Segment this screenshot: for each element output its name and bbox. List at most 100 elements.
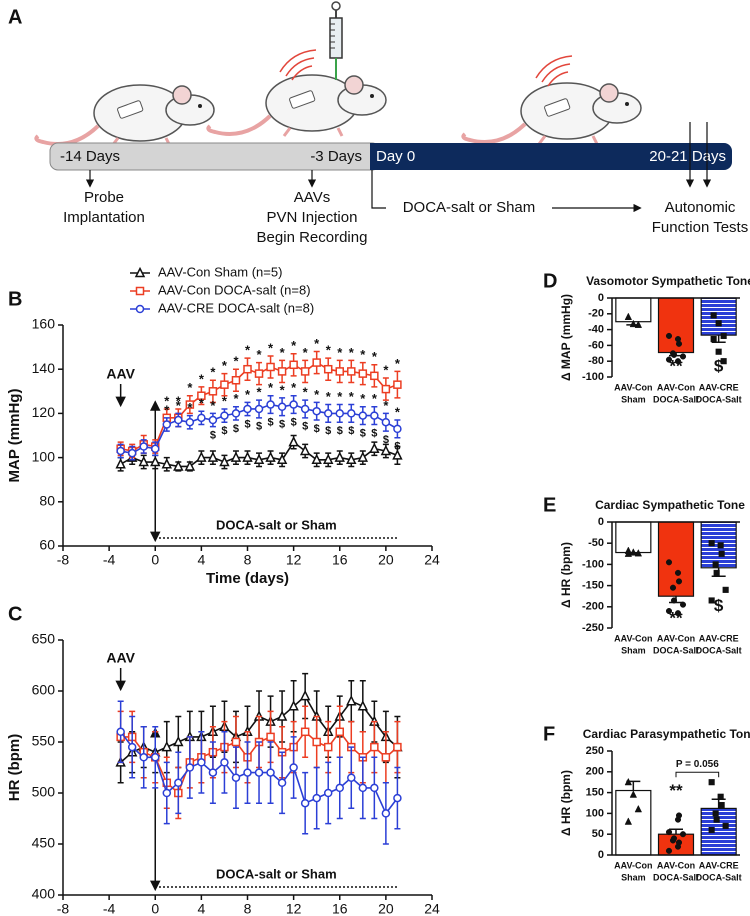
marker	[720, 358, 727, 365]
significance-label: $	[302, 421, 308, 433]
y-tick-label: 160	[32, 316, 56, 332]
marker	[381, 809, 391, 818]
marker	[288, 435, 299, 447]
y-tick-label: -40	[588, 324, 604, 336]
marker	[151, 753, 160, 762]
marker	[710, 312, 717, 319]
significance-label: *	[268, 340, 274, 355]
error-bar	[711, 335, 726, 343]
marker	[230, 451, 242, 462]
significance-label: *	[280, 345, 286, 360]
significance-label: $	[279, 419, 285, 431]
x-tick-label: 24	[424, 901, 440, 916]
marker	[150, 455, 161, 467]
marker	[174, 415, 183, 425]
event-text: AAVs	[294, 189, 330, 206]
marker	[335, 409, 344, 418]
marker	[675, 340, 683, 347]
x-tick-label: AAV-CRE	[699, 382, 739, 392]
marker	[208, 387, 218, 396]
x-tick-label: 8	[244, 552, 252, 568]
marker	[323, 788, 333, 798]
bar	[615, 521, 652, 554]
marker	[370, 371, 379, 381]
marker	[669, 584, 677, 591]
legend-label: AAV-CRE DOCA-salt (n=8)	[158, 300, 314, 315]
significance-label: *	[337, 389, 343, 404]
marker	[323, 742, 333, 752]
panel-letter: A	[8, 6, 22, 28]
y-tick-label: 100	[586, 807, 604, 819]
marker	[718, 802, 725, 809]
intervention-label: DOCA-salt or Sham	[216, 866, 337, 881]
y-tick-label: 250	[586, 745, 604, 757]
y-tick-label: 500	[32, 784, 56, 800]
marker	[277, 367, 287, 376]
marker	[624, 549, 633, 557]
significance-label: *	[176, 398, 182, 413]
y-tick-label: -60	[588, 339, 604, 351]
significance-label: *	[257, 347, 263, 362]
marker	[722, 586, 729, 593]
x-tick-label: AAV-Con	[614, 860, 652, 870]
x-tick-label: Sham	[621, 645, 646, 655]
marker	[713, 816, 720, 823]
marker	[300, 404, 310, 414]
marker	[289, 360, 298, 370]
significance-label: $	[348, 425, 354, 437]
marker	[311, 453, 322, 465]
significance-label: $	[256, 421, 262, 433]
marker	[722, 822, 729, 829]
marker	[708, 826, 715, 834]
y-tick-label: 200	[586, 766, 604, 778]
significance-label: *	[280, 382, 286, 397]
significance-label: $	[244, 419, 250, 431]
significance-label: *	[164, 393, 170, 408]
marker	[712, 561, 719, 568]
waves-1	[279, 49, 317, 81]
marker	[231, 409, 241, 418]
marker	[624, 312, 633, 321]
significance-label: **	[669, 357, 683, 376]
y-tick-label: 650	[32, 631, 56, 647]
timeline-label: Day 0	[376, 148, 415, 165]
significance-label: *	[176, 393, 182, 408]
significance-label: $	[268, 416, 274, 428]
y-tick-label: -100	[582, 371, 604, 383]
y-tick-label: 550	[32, 733, 56, 749]
x-tick-label: 8	[244, 901, 252, 916]
panel-letter: B	[8, 288, 22, 310]
marker	[370, 411, 379, 420]
significance-label: *	[199, 371, 205, 386]
marker	[173, 735, 184, 747]
significance-label: *	[222, 358, 228, 373]
x-tick-label: DOCA-Salt	[653, 394, 699, 404]
significance-label: *	[383, 398, 389, 413]
significance-label: *	[291, 380, 297, 395]
timeline-post	[370, 143, 732, 170]
marker	[266, 732, 275, 742]
significance-label: *	[314, 387, 320, 402]
significance-label: *	[372, 349, 378, 364]
syringe-scale	[330, 23, 335, 49]
x-tick-label: 20	[378, 552, 394, 568]
significance-label: $	[291, 416, 297, 428]
marker	[207, 451, 219, 462]
marker	[138, 455, 149, 467]
y-tick-label: -100	[582, 558, 604, 570]
event-text: DOCA-salt or Sham	[403, 199, 536, 216]
marker	[629, 319, 638, 328]
marker	[312, 406, 321, 416]
y-tick-label: 100	[32, 448, 56, 464]
marker	[300, 727, 310, 737]
marker	[289, 763, 298, 772]
marker	[393, 742, 402, 752]
x-tick-label: AAV-Con	[657, 382, 695, 392]
significance-label: *	[360, 347, 366, 362]
x-tick-label: DOCA-Salt	[696, 394, 742, 404]
marker	[357, 451, 369, 462]
marker	[134, 266, 146, 278]
chart-title: Cardiac Sympathetic Tone	[595, 498, 745, 512]
y-axis-label: HR (bpm)	[6, 734, 23, 802]
significance-label: $	[221, 425, 227, 437]
